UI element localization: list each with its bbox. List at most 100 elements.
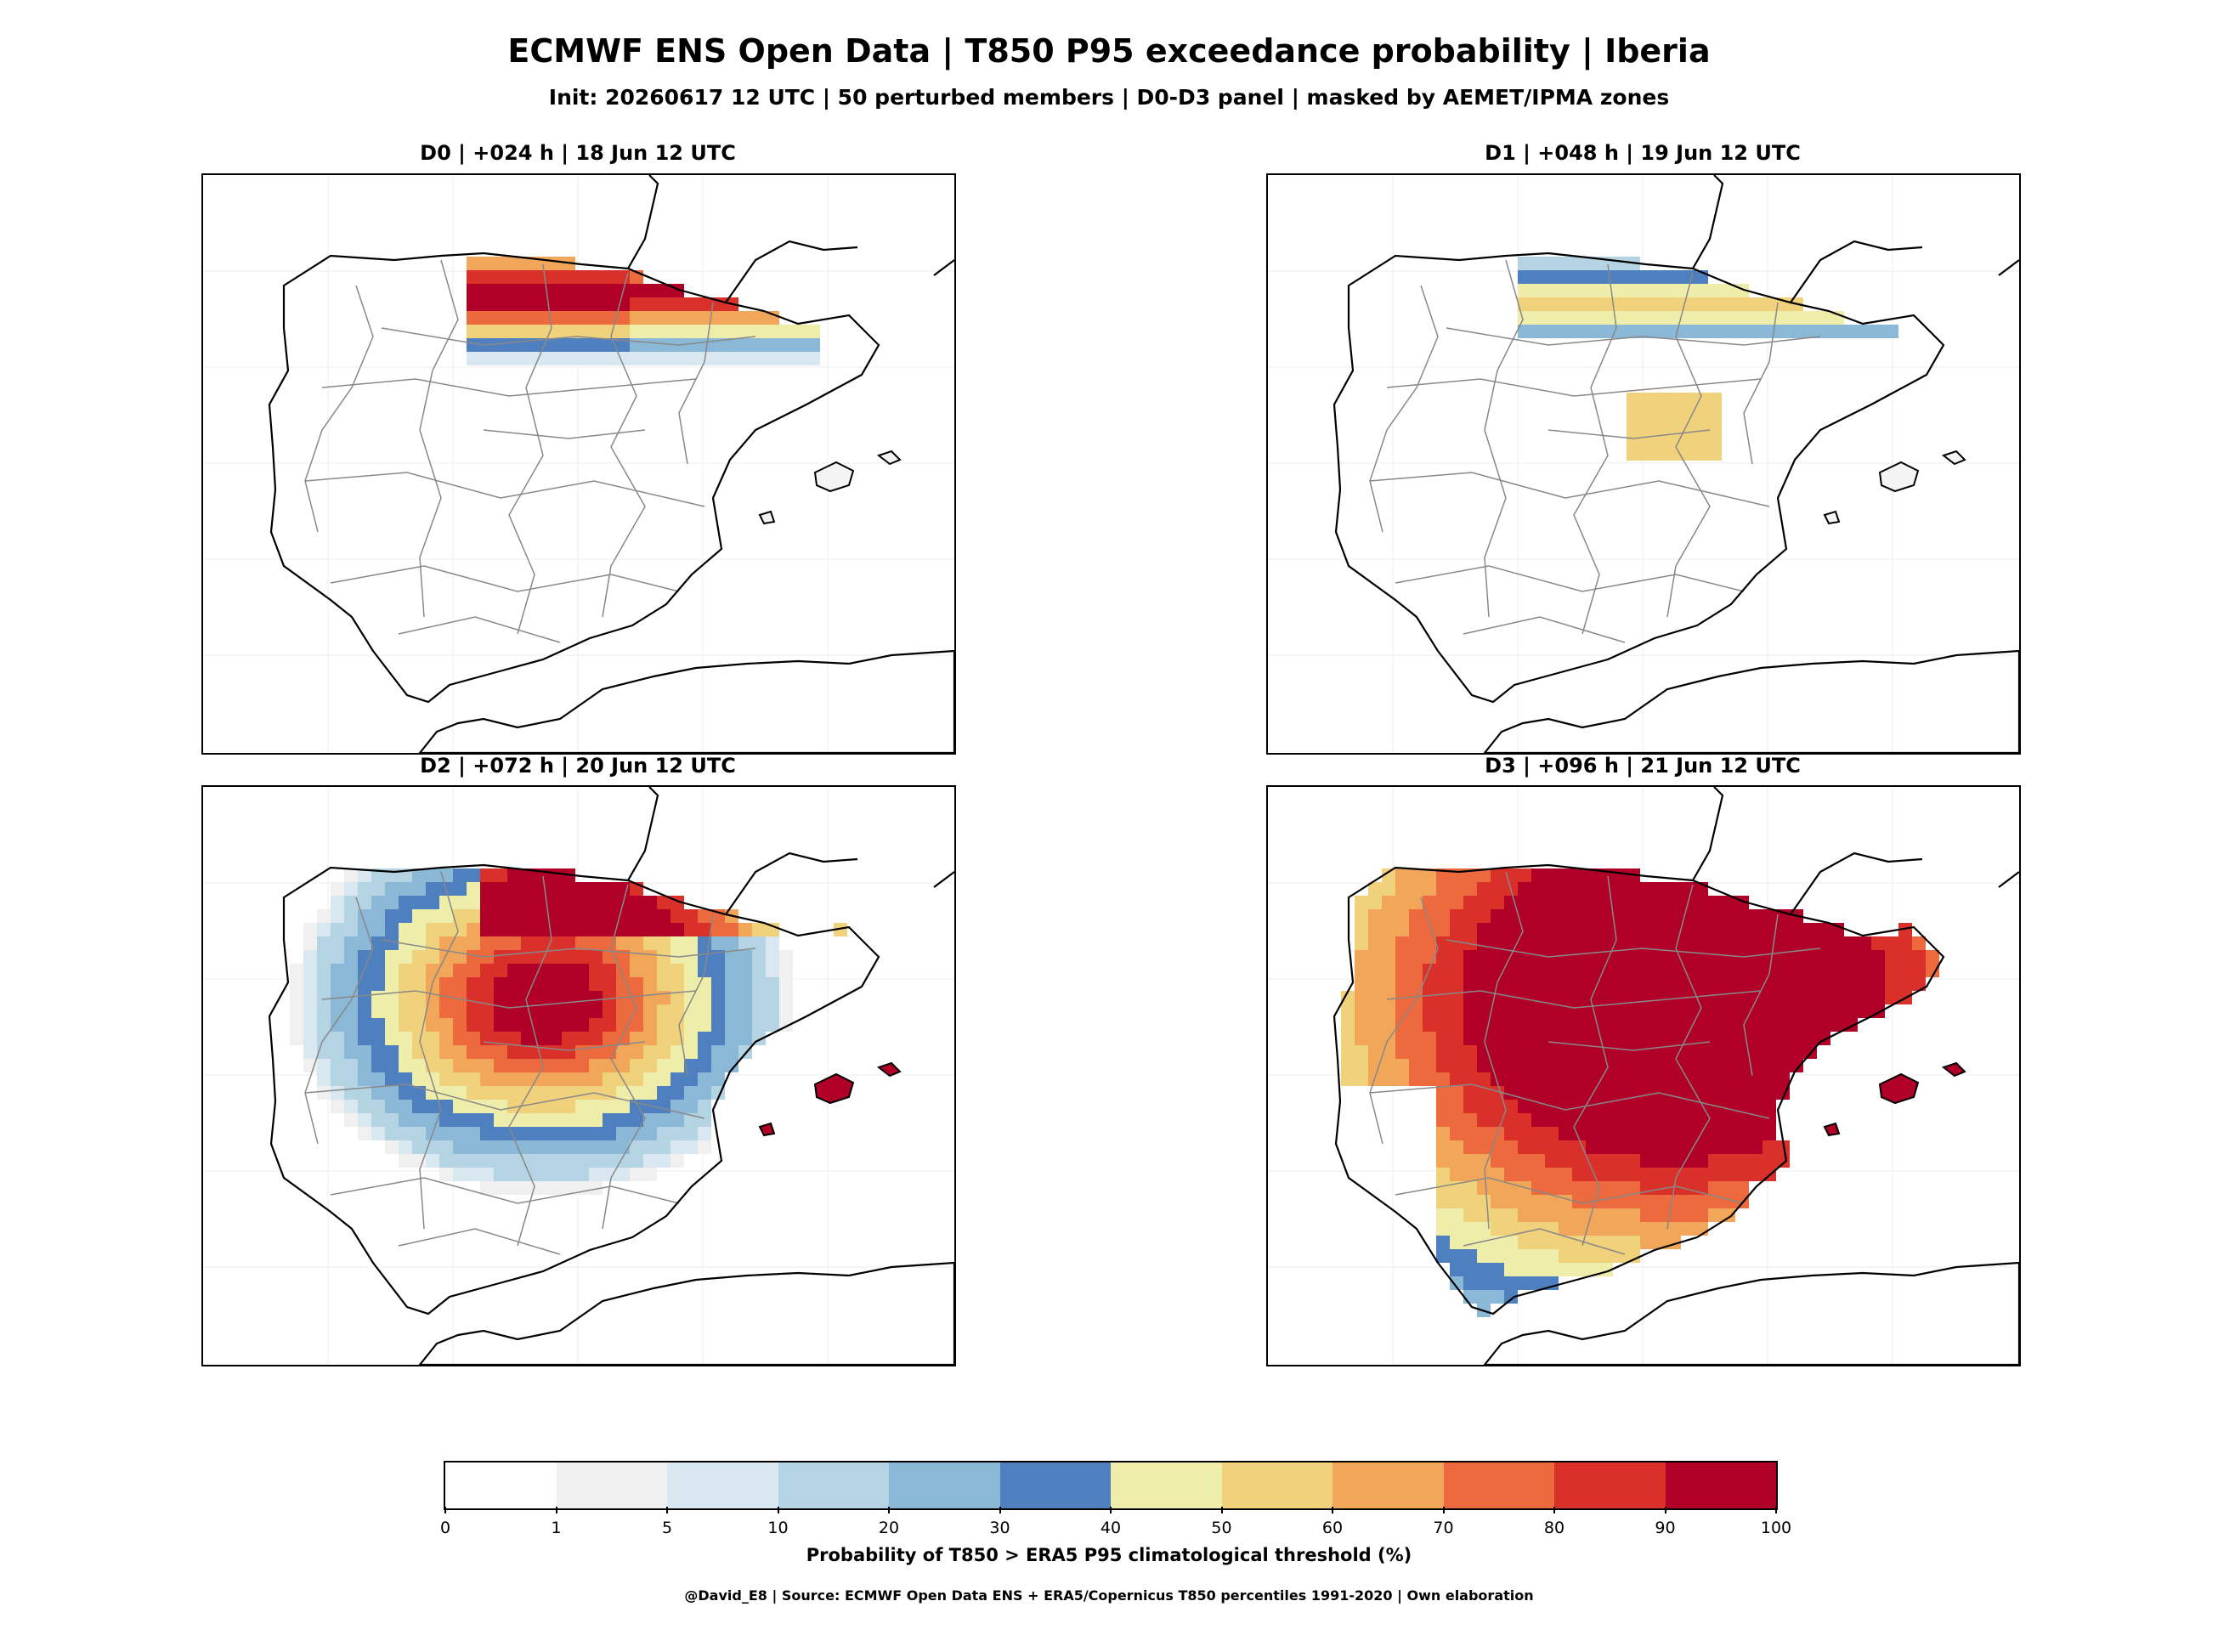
probability-cell: [1395, 868, 1409, 882]
probability-cell: [575, 1072, 589, 1086]
probability-cell: [1613, 1236, 1627, 1249]
probability-cell: [1640, 1045, 1654, 1059]
probability-cell: [467, 1168, 480, 1181]
probability-cell: [1871, 964, 1885, 977]
probability-cell: [1531, 1018, 1545, 1032]
probability-cell: [1599, 297, 1613, 311]
probability-cell: [1667, 297, 1681, 311]
probability-cell: [1749, 1168, 1763, 1181]
probability-cell: [548, 270, 562, 284]
probability-cell: [1559, 909, 1572, 923]
probability-cell: [1463, 1127, 1477, 1140]
probability-cell: [562, 1032, 575, 1045]
probability-cell: [1640, 284, 1654, 297]
probability-cell: [371, 1045, 385, 1059]
probability-cell: [1926, 964, 1939, 977]
probability-cell: [494, 1072, 507, 1086]
probability-cell: [1599, 936, 1613, 950]
probability-cell: [548, 352, 562, 365]
probability-cell: [1708, 393, 1722, 406]
probability-cell: [1749, 1059, 1763, 1072]
balearic-island: [1878, 1072, 1920, 1105]
probability-cell: [575, 1032, 589, 1045]
probability-cell: [1504, 1236, 1518, 1249]
probability-cell: [1518, 1263, 1531, 1276]
probability-cell: [480, 284, 494, 297]
probability-cell: [1695, 1072, 1708, 1086]
probability-cell: [1708, 1059, 1722, 1072]
probability-cell: [399, 1072, 412, 1086]
probability-cell: [1667, 284, 1681, 297]
probability-cell: [1491, 1168, 1504, 1181]
probability-cell: [1803, 923, 1817, 936]
probability-cell: [1355, 950, 1368, 964]
probability-cell: [616, 1045, 630, 1059]
probability-cell: [698, 923, 711, 936]
probability-cell: [657, 311, 670, 325]
probability-cell: [467, 1018, 480, 1032]
probability-cell: [575, 297, 589, 311]
probability-cell: [1545, 325, 1559, 338]
probability-cell: [453, 882, 467, 896]
probability-cell: [1436, 1086, 1450, 1100]
probability-cell: [480, 1086, 494, 1100]
probability-cell: [1382, 1059, 1395, 1072]
colorbar-label: Probability of T850 > ERA5 P95 climatolo…: [806, 1545, 1412, 1565]
probability-cell: [480, 977, 494, 991]
probability-cell: [358, 1072, 371, 1086]
probability-cell: [698, 991, 711, 1004]
balearic-island: [813, 1072, 855, 1105]
probability-cell: [616, 909, 630, 923]
probability-cell: [494, 1100, 507, 1113]
probability-cell: [1627, 447, 1640, 461]
probability-cell: [1586, 868, 1599, 882]
probability-cell: [1368, 896, 1382, 909]
probability-cell: [670, 1113, 684, 1127]
probability-cell: [603, 284, 616, 297]
probability-cell: [344, 1032, 358, 1045]
probability-cell: [1599, 1195, 1613, 1208]
probability-cell: [1640, 977, 1654, 991]
probability-cell: [1749, 1154, 1763, 1168]
probability-cell: [1463, 964, 1477, 977]
probability-cell: [1627, 1168, 1640, 1181]
probability-cell: [426, 1154, 439, 1168]
probability-cell: [657, 1113, 670, 1127]
probability-cell: [1763, 1113, 1776, 1127]
probability-cell: [1531, 1249, 1545, 1263]
probability-cell: [535, 923, 548, 936]
probability-cell: [480, 868, 494, 882]
probability-cell: [562, 338, 575, 352]
probability-cell: [521, 1154, 535, 1168]
probability-cell: [575, 1140, 589, 1154]
probability-cell: [711, 1018, 725, 1032]
probability-cell: [738, 1004, 752, 1018]
probability-cell: [494, 1127, 507, 1140]
probability-cell: [467, 936, 480, 950]
probability-cell: [480, 1072, 494, 1086]
probability-cell: [1518, 257, 1531, 270]
probability-cell: [766, 338, 779, 352]
probability-cell: [670, 1045, 684, 1059]
probability-cell: [1559, 1168, 1572, 1181]
probability-cell: [1572, 1195, 1586, 1208]
probability-cell: [535, 1127, 548, 1140]
probability-cell: [1477, 950, 1491, 964]
probability-cell: [1382, 991, 1395, 1004]
probability-cell: [1559, 325, 1572, 338]
probability-cell: [1559, 1222, 1572, 1236]
probability-cell: [467, 1154, 480, 1168]
probability-cell: [603, 923, 616, 936]
probability-cell: [589, 284, 603, 297]
probability-cell: [412, 936, 426, 950]
probability-cell: [1627, 1032, 1640, 1045]
probability-cell: [670, 352, 684, 365]
probability-cell: [766, 936, 779, 950]
probability-cell: [1518, 284, 1531, 297]
probability-cell: [1640, 909, 1654, 923]
probability-cell: [1790, 1032, 1803, 1045]
probability-cell: [1708, 297, 1722, 311]
probability-cell: [1599, 1222, 1613, 1236]
probability-cell: [1463, 1004, 1477, 1018]
probability-cell: [589, 1004, 603, 1018]
